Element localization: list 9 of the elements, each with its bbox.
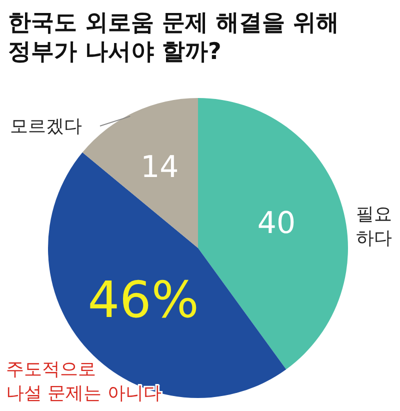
- data-label: 46%: [88, 270, 199, 329]
- slice-label: 주도적으로 나설 문제는 아니다: [6, 359, 162, 404]
- slice-label: 모르겠다: [10, 116, 82, 137]
- slice-label: 필요 하다: [356, 204, 392, 249]
- data-label: 40: [257, 206, 296, 242]
- chart-title: 한국도 외로움 문제 해결을 위해 정부가 나서야 할까?: [8, 10, 340, 65]
- pie-slice: [82, 98, 198, 248]
- data-label: 14: [140, 150, 179, 186]
- pie-slice: [198, 98, 348, 370]
